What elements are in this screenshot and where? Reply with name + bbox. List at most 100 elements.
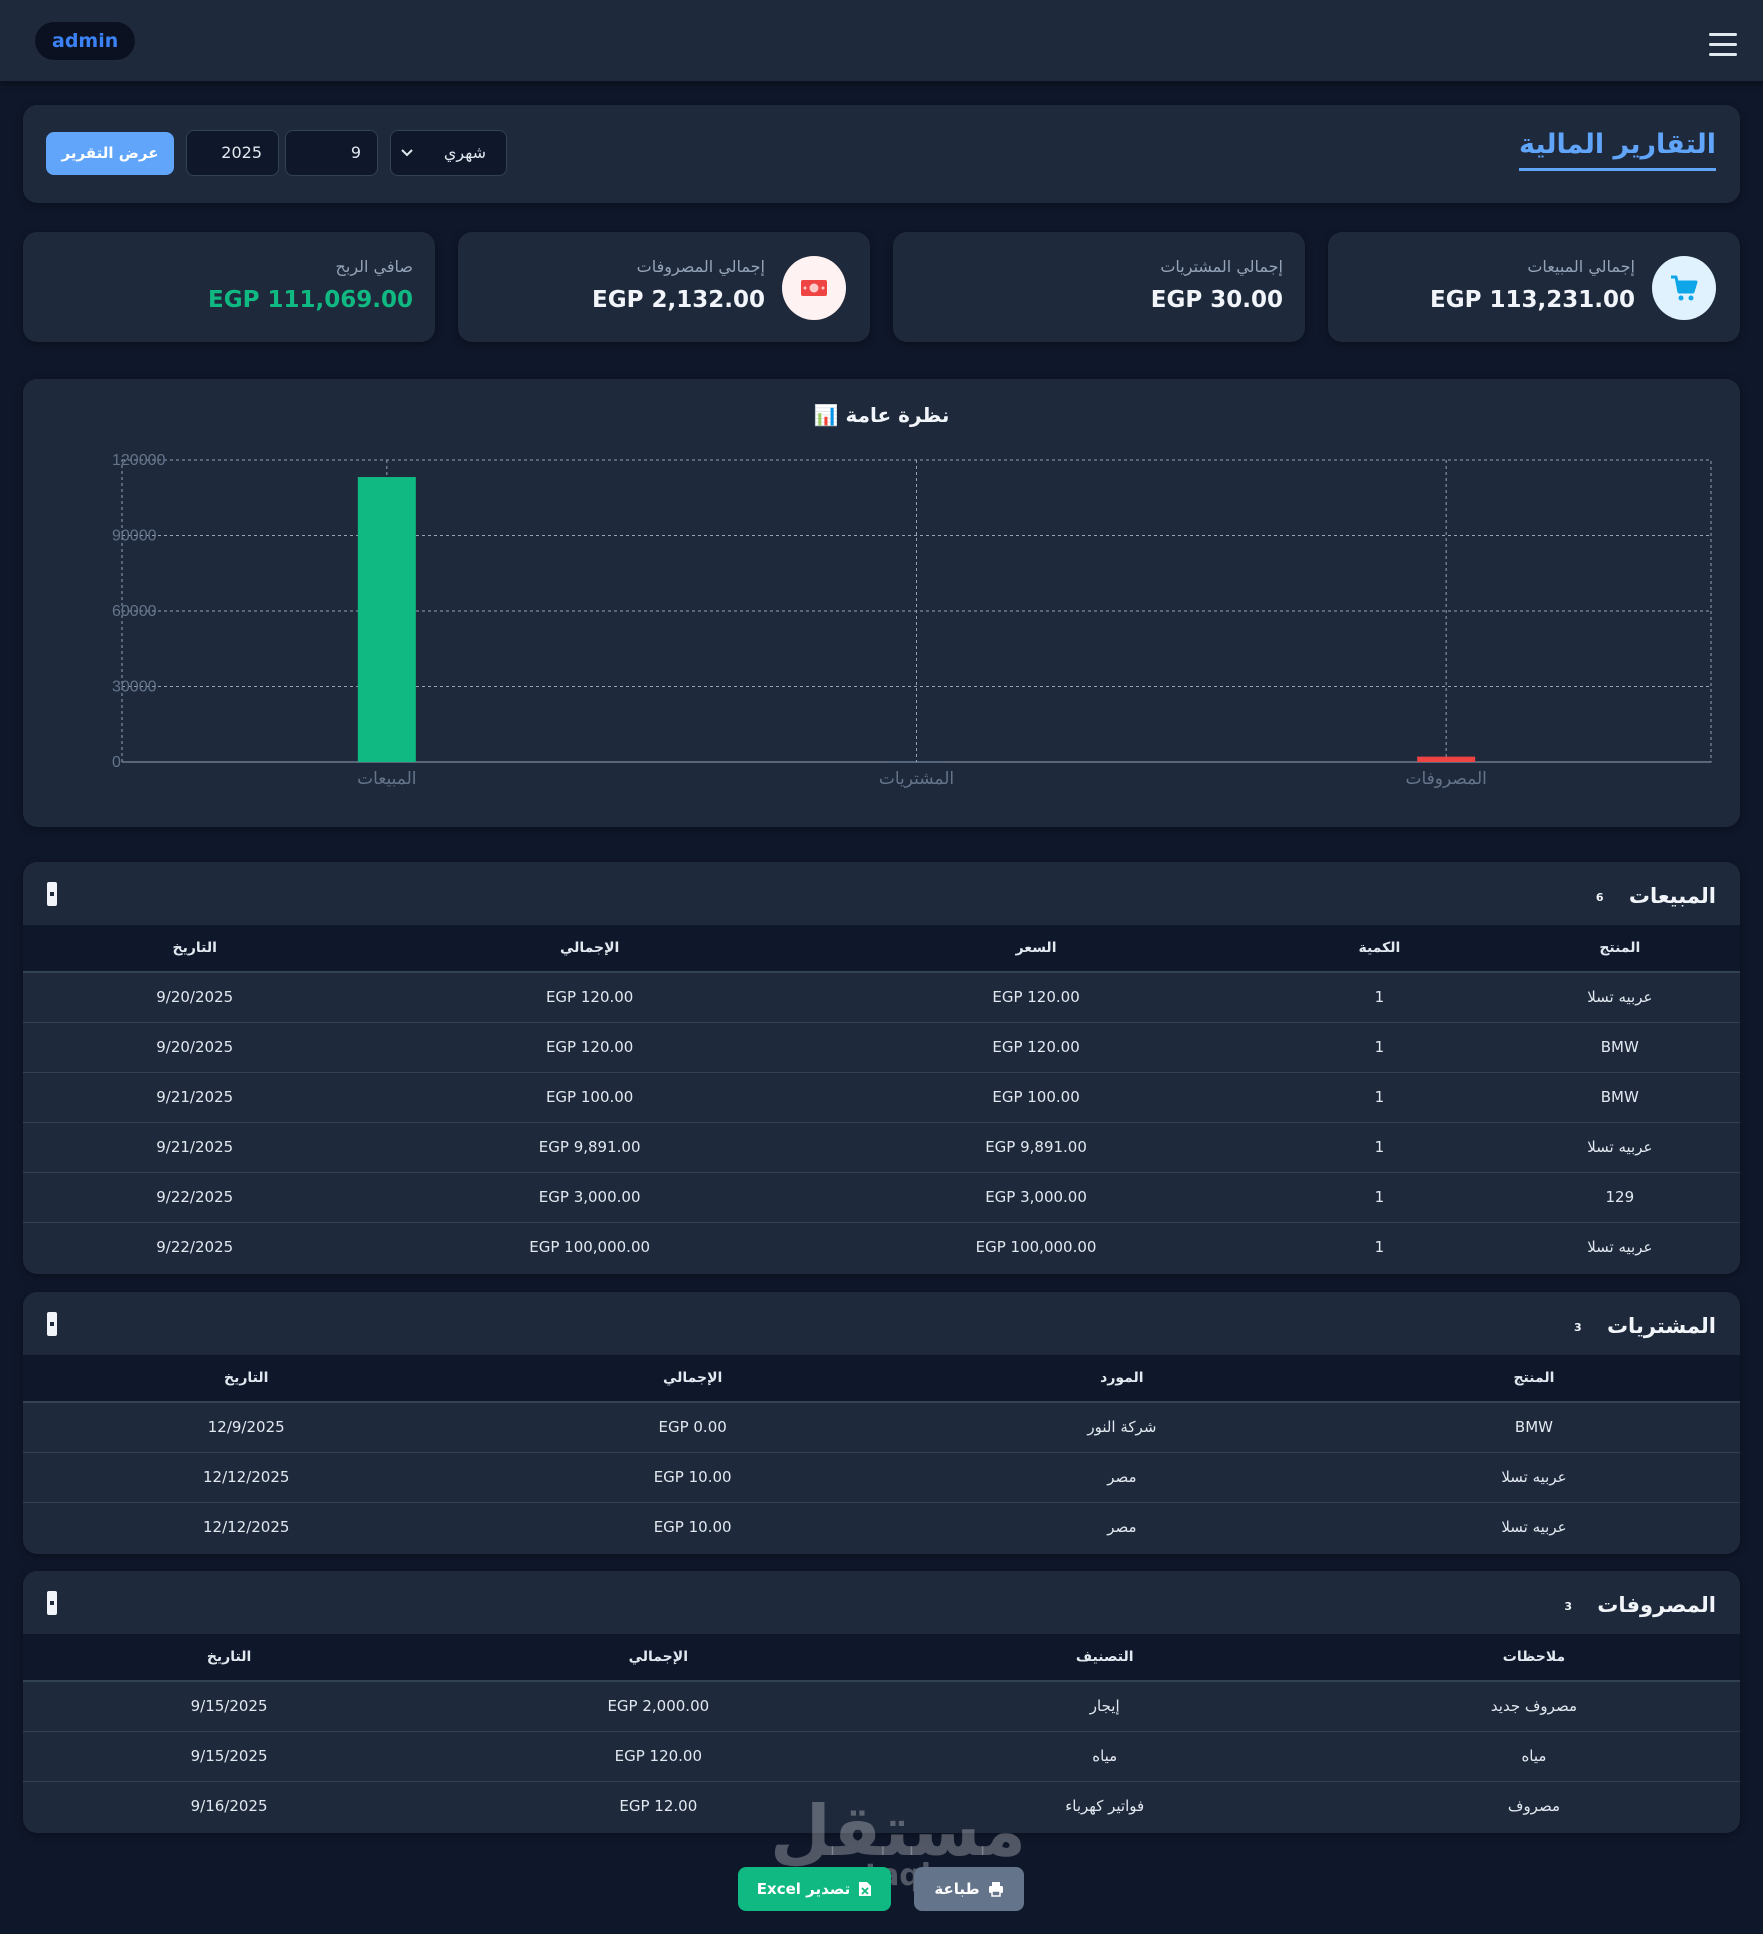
table-header-row: المنتج المورد الإجمالي التاريخ xyxy=(23,1355,1740,1403)
export-excel-button[interactable]: تصدير Excel xyxy=(738,1867,891,1911)
expenses-toggle-icon[interactable] xyxy=(47,1591,57,1615)
purchases-table: المنتج المورد الإجمالي التاريخ BMW شركة … xyxy=(23,1355,1740,1552)
year-input[interactable]: 2025 xyxy=(186,130,279,176)
cell: 12/12/2025 xyxy=(202,1518,290,1537)
cell: عربيه تسلا xyxy=(1327,1452,1740,1503)
sales-table: المنتج الكمية السعر الإجمالي التاريخ عرب… xyxy=(23,925,1740,1272)
col-product: المنتج xyxy=(1327,1355,1740,1403)
cell: مصر xyxy=(1107,1518,1137,1537)
sales-toggle-icon[interactable] xyxy=(47,882,57,906)
col-date: التاريخ xyxy=(23,925,367,973)
chevron-down-icon xyxy=(401,149,413,157)
page-title: التقارير المالية xyxy=(1518,129,1716,171)
cell: 9/20/2025 xyxy=(23,972,367,1023)
cell: شركة النور xyxy=(915,1402,1328,1453)
table-row: BMW 1 EGP 120.00 EGP 120.00 9/20/2025 xyxy=(23,1022,1740,1073)
stat-value: EGP 30.00 xyxy=(1150,287,1283,313)
user-badge[interactable]: admin xyxy=(35,22,136,60)
stat-card-sales: إجمالي المبيعات EGP 113,231.00 xyxy=(1328,232,1740,342)
expenses-heading: المصروفات 3 xyxy=(1564,1593,1716,1617)
export-label: تصدير Excel xyxy=(756,1880,851,1898)
stat-card-purchases: إجمالي المشتريات EGP 30.00 xyxy=(893,232,1305,342)
cell: EGP 100,000.00 xyxy=(975,1238,1097,1257)
cell: فواتير كهرباء xyxy=(1065,1797,1145,1816)
table-row: عربيه تسلا 1 EGP 100,000.00 EGP 100,000.… xyxy=(23,1222,1740,1272)
cell: BMW xyxy=(1499,1022,1740,1073)
cell: 9/15/2025 xyxy=(23,1681,436,1732)
col-date: التاريخ xyxy=(23,1355,470,1403)
table-row: عربيه تسلا 1 EGP 120.00 EGP 120.00 9/20/… xyxy=(23,972,1740,1023)
cell: EGP 120.00 xyxy=(812,1022,1260,1073)
cell: عربيه تسلا xyxy=(1499,1122,1740,1173)
col-notes: ملاحظات xyxy=(1327,1634,1740,1682)
print-label: طباعة xyxy=(934,1880,980,1898)
period-select[interactable]: شهري xyxy=(390,130,507,176)
stat-value: EGP 111,069.00 xyxy=(208,287,413,313)
stat-card-expenses: إجمالي المصروفات EGP 2,132.00 xyxy=(458,232,870,342)
purchases-count: 3 xyxy=(1573,1320,1582,1334)
overview-bar-chart: 0 30000 60000 90000 120000 المبيعات المشتريات ا… xyxy=(112,452,1712,789)
cell: 9/21/2025 xyxy=(23,1122,367,1173)
stat-value: EGP 113,231.00 xyxy=(1430,287,1635,313)
report-filter-card: التقارير المالية شهري 9 2025 عرض التقرير xyxy=(23,105,1740,203)
col-total: الإجمالي xyxy=(435,1634,882,1682)
purchases-section: المشتريات 3 المنتج المورد الإجمالي التار… xyxy=(23,1292,1740,1554)
col-price: السعر xyxy=(812,925,1260,973)
cell: 1 xyxy=(1259,1072,1500,1123)
cell: BMW xyxy=(1327,1402,1740,1453)
cell: 9/16/2025 xyxy=(190,1797,268,1816)
cell: 1 xyxy=(1259,972,1500,1023)
y-tick-label: 90000 xyxy=(112,528,157,545)
cell: EGP 2,000.00 xyxy=(435,1681,882,1732)
purchases-title: المشتريات xyxy=(1606,1314,1716,1338)
expenses-table: ملاحظات التصنيف الإجمالي التاريخ مصروف ج… xyxy=(23,1634,1740,1831)
purchases-heading: المشتريات 3 xyxy=(1574,1314,1716,1338)
chart-title: 📊 نظرة عامة xyxy=(813,403,950,427)
cell: مصروف xyxy=(1507,1797,1561,1816)
cell: EGP 12.00 xyxy=(619,1797,698,1816)
table-row: عربيه تسلا مصر EGP 10.00 12/12/2025 xyxy=(23,1502,1740,1552)
table-row: 129 1 EGP 3,000.00 EGP 3,000.00 9/22/202… xyxy=(23,1172,1740,1223)
purchases-toggle-icon[interactable] xyxy=(47,1312,57,1336)
cell: EGP 3,000.00 xyxy=(812,1172,1260,1223)
cell: 9/20/2025 xyxy=(23,1022,367,1073)
cell: 1 xyxy=(1259,1172,1500,1223)
stat-card-profit: صافي الربح EGP 111,069.00 xyxy=(23,232,435,342)
table-row: مصروف فواتير كهرباء EGP 12.00 9/16/2025 xyxy=(23,1781,1740,1831)
cell: 12/9/2025 xyxy=(23,1402,470,1453)
y-tick-label: 30000 xyxy=(112,679,157,696)
col-date: التاريخ xyxy=(23,1634,436,1682)
cell: EGP 10.00 xyxy=(653,1518,732,1537)
cell: BMW xyxy=(1499,1072,1740,1123)
bar-0 xyxy=(357,477,416,762)
cell: 1 xyxy=(1374,1238,1385,1257)
cell: مصر xyxy=(915,1452,1328,1503)
cell: إيجار xyxy=(881,1681,1328,1732)
sales-count: 6 xyxy=(1595,890,1604,904)
cell: 9/21/2025 xyxy=(23,1072,367,1123)
y-tick-label: 60000 xyxy=(112,603,157,620)
expenses-count: 3 xyxy=(1564,1599,1572,1613)
cell: EGP 120.00 xyxy=(366,972,813,1023)
x-tick-label: المشتريات xyxy=(879,769,954,789)
money-icon xyxy=(782,256,846,320)
cell: EGP 9,891.00 xyxy=(366,1122,813,1173)
show-report-button[interactable]: عرض التقرير xyxy=(46,132,174,175)
print-button[interactable]: طباعة xyxy=(914,1867,1024,1911)
table-row: مصروف جديد إيجار EGP 2,000.00 9/15/2025 xyxy=(23,1681,1740,1732)
table-row: BMW 1 EGP 100.00 EGP 100.00 9/21/2025 xyxy=(23,1072,1740,1123)
printer-icon xyxy=(988,1882,1003,1897)
cell: مياه xyxy=(881,1731,1328,1782)
expenses-section: المصروفات 3 ملاحظات التصنيف الإجمالي الت… xyxy=(23,1571,1740,1833)
bar-2 xyxy=(1417,756,1476,762)
period-select-value: شهري xyxy=(443,143,486,162)
month-input[interactable]: 9 xyxy=(285,130,378,176)
col-product: المنتج xyxy=(1499,925,1740,973)
expenses-title: المصروفات xyxy=(1597,1593,1716,1617)
cell: مياه xyxy=(1327,1731,1740,1782)
stat-label: إجمالي المصروفات xyxy=(636,257,765,276)
sales-title: المبيعات xyxy=(1628,884,1716,908)
cell: EGP 9,891.00 xyxy=(812,1122,1260,1173)
cell: EGP 0.00 xyxy=(469,1402,916,1453)
hamburger-menu-icon[interactable] xyxy=(1709,33,1737,57)
